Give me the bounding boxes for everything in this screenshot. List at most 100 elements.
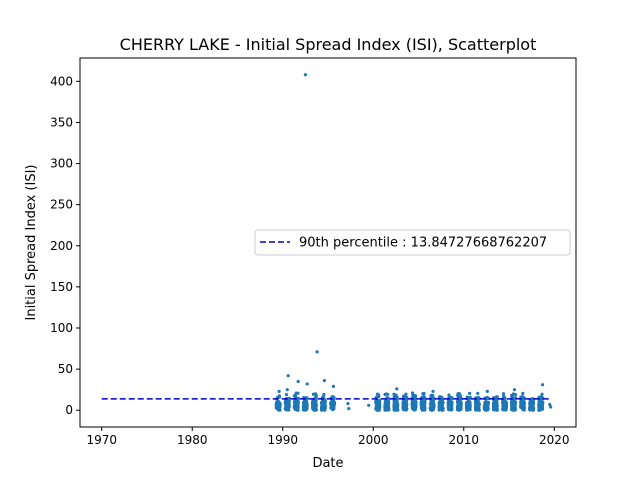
data-point xyxy=(394,403,398,407)
data-point xyxy=(375,401,379,406)
y-tick-label: 0 xyxy=(65,403,73,417)
data-point xyxy=(378,398,382,403)
data-point xyxy=(296,397,300,401)
data-point xyxy=(319,408,324,412)
data-point xyxy=(403,405,407,409)
y-tick-label: 150 xyxy=(50,280,73,294)
data-point xyxy=(449,401,453,405)
data-point xyxy=(458,401,462,405)
data-point xyxy=(495,406,499,410)
data-point xyxy=(530,405,534,410)
x-tick-label: 1990 xyxy=(267,433,298,447)
data-point xyxy=(367,403,371,407)
data-point xyxy=(519,400,523,404)
data-point xyxy=(465,403,470,407)
data-point xyxy=(322,379,326,383)
data-point xyxy=(455,405,460,409)
y-tick-label: 100 xyxy=(50,321,73,335)
data-point xyxy=(494,404,498,408)
data-point xyxy=(503,399,507,403)
data-point xyxy=(483,400,487,405)
x-axis: 1970 1980 1990 2000 2010 2020 xyxy=(86,427,570,447)
data-point xyxy=(284,392,289,397)
data-point xyxy=(439,401,443,406)
data-point xyxy=(377,395,381,399)
data-point xyxy=(502,402,506,407)
data-point xyxy=(296,379,300,384)
data-point xyxy=(419,403,423,407)
data-point xyxy=(401,394,406,398)
data-point xyxy=(465,408,469,412)
data-point xyxy=(476,391,480,395)
y-tick-label: 50 xyxy=(58,362,73,376)
data-point xyxy=(396,408,400,412)
data-point xyxy=(510,394,514,398)
data-point xyxy=(323,404,327,408)
y-tick-label: 250 xyxy=(50,198,73,212)
data-point xyxy=(303,73,307,77)
data-point xyxy=(332,405,336,410)
data-point xyxy=(305,407,309,411)
data-point xyxy=(491,408,496,412)
data-point xyxy=(540,383,545,387)
x-tick-label: 2000 xyxy=(358,433,389,447)
data-point xyxy=(540,402,544,407)
data-point xyxy=(522,407,526,411)
data-point xyxy=(423,401,427,406)
data-point xyxy=(285,404,289,408)
data-point xyxy=(322,392,326,397)
data-point xyxy=(323,402,327,406)
data-point xyxy=(438,394,442,399)
data-point xyxy=(301,406,306,410)
data-point xyxy=(305,382,309,386)
chart-title: CHERRY LAKE - Initial Spread Index (ISI)… xyxy=(120,35,537,54)
data-point xyxy=(468,407,472,412)
data-point xyxy=(278,405,282,409)
data-point xyxy=(501,392,506,396)
data-point xyxy=(314,393,318,397)
data-point xyxy=(468,391,472,396)
data-point xyxy=(521,391,525,395)
data-point xyxy=(531,402,536,406)
data-point xyxy=(320,401,324,405)
data-point xyxy=(456,392,460,396)
data-point xyxy=(401,403,405,407)
data-point xyxy=(437,404,441,408)
data-point xyxy=(285,388,289,392)
data-point xyxy=(276,405,280,409)
data-point xyxy=(394,393,398,397)
data-point xyxy=(413,396,418,400)
data-point xyxy=(293,393,298,397)
y-tick-label: 400 xyxy=(50,74,73,88)
plot-frame xyxy=(79,57,577,428)
data-point xyxy=(322,408,326,412)
data-point xyxy=(293,401,297,405)
data-point xyxy=(485,396,489,400)
data-point xyxy=(386,392,390,396)
data-point xyxy=(331,384,336,388)
data-point xyxy=(531,408,536,412)
x-tick-label: 1970 xyxy=(86,433,117,447)
data-point xyxy=(431,389,435,393)
data-point xyxy=(485,389,489,393)
data-point xyxy=(513,393,518,397)
legend: 90th percentile : 13.84727668762207 xyxy=(254,229,571,256)
data-point xyxy=(314,405,318,409)
data-point xyxy=(495,398,499,402)
data-point xyxy=(495,401,499,405)
data-point xyxy=(283,401,287,405)
data-point xyxy=(346,402,350,406)
data-point xyxy=(393,408,398,412)
data-point xyxy=(395,398,399,402)
data-point xyxy=(528,401,532,405)
data-point xyxy=(386,396,390,400)
legend-label: 90th percentile : 13.84727668762207 xyxy=(299,236,547,251)
data-point xyxy=(393,400,397,405)
data-point xyxy=(277,389,281,393)
y-tick-label: 300 xyxy=(50,157,73,171)
data-point xyxy=(420,407,424,411)
x-tick-label: 2020 xyxy=(539,433,570,447)
data-point xyxy=(315,350,319,354)
data-point xyxy=(304,403,308,407)
data-point xyxy=(447,407,451,412)
